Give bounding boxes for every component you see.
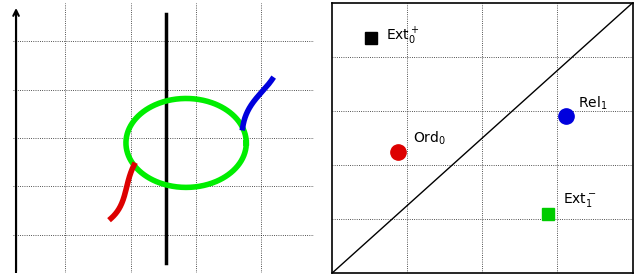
Text: $\mathrm{Rel}_1$: $\mathrm{Rel}_1$ [578, 94, 608, 112]
Text: $\mathrm{Ext}_1^-$: $\mathrm{Ext}_1^-$ [564, 191, 597, 209]
Text: $\mathrm{Ext}_0^+$: $\mathrm{Ext}_0^+$ [386, 26, 419, 47]
Text: $\mathrm{Ord}_0$: $\mathrm{Ord}_0$ [413, 129, 446, 147]
